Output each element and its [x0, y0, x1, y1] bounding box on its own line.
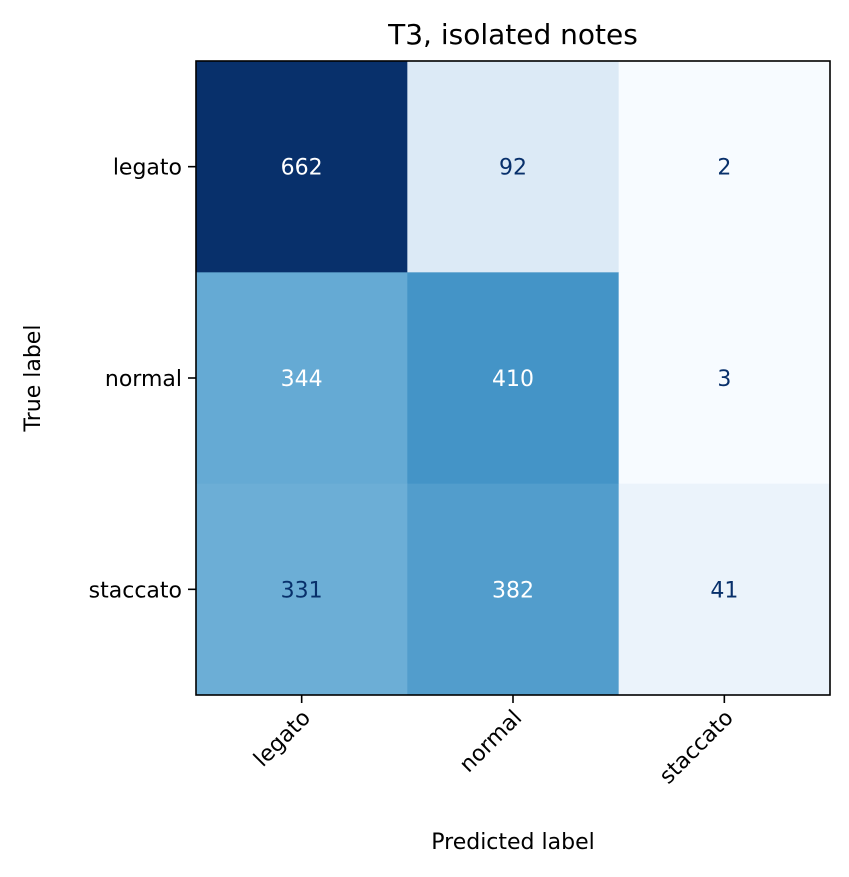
y-axis-ticks: legato normal staccato [89, 156, 196, 603]
cell-value-label: 382 [492, 578, 534, 603]
heatmap-cell [196, 61, 408, 273]
heatmap-cell [407, 272, 620, 485]
x-tick-label: normal [455, 706, 527, 778]
chart-title: T3, isolated notes [387, 18, 638, 51]
x-axis-label: Predicted label [431, 830, 594, 855]
cell-value-label: 662 [281, 156, 323, 181]
y-tick-label: legato [113, 156, 182, 181]
heatmap-cell [196, 483, 408, 696]
y-tick-label: normal [105, 367, 182, 392]
cell-value-label: 41 [710, 578, 738, 603]
heatmap-cell [196, 272, 408, 485]
cell-value-label: 3 [717, 367, 731, 392]
heatmap-cell [407, 61, 620, 273]
heatmap-cell [618, 483, 831, 696]
cell-value-label: 331 [281, 578, 323, 603]
heatmap-cell [407, 483, 620, 696]
x-axis-ticks: legato normal staccato [249, 695, 739, 790]
y-tick-label: staccato [89, 578, 182, 603]
heatmap-cell [618, 61, 831, 273]
x-tick-label: legato [249, 706, 316, 773]
cell-value-label: 344 [281, 367, 323, 392]
cell-value-label: 92 [499, 156, 527, 181]
x-tick-label: staccato [655, 706, 739, 790]
y-axis-label: True label [21, 325, 46, 433]
heatmap-cells: 662 92 2 344 410 3 331 382 41 [196, 61, 831, 696]
heatmap-cell [618, 272, 831, 485]
cell-value-label: 410 [492, 367, 534, 392]
cell-value-label: 2 [717, 156, 731, 181]
